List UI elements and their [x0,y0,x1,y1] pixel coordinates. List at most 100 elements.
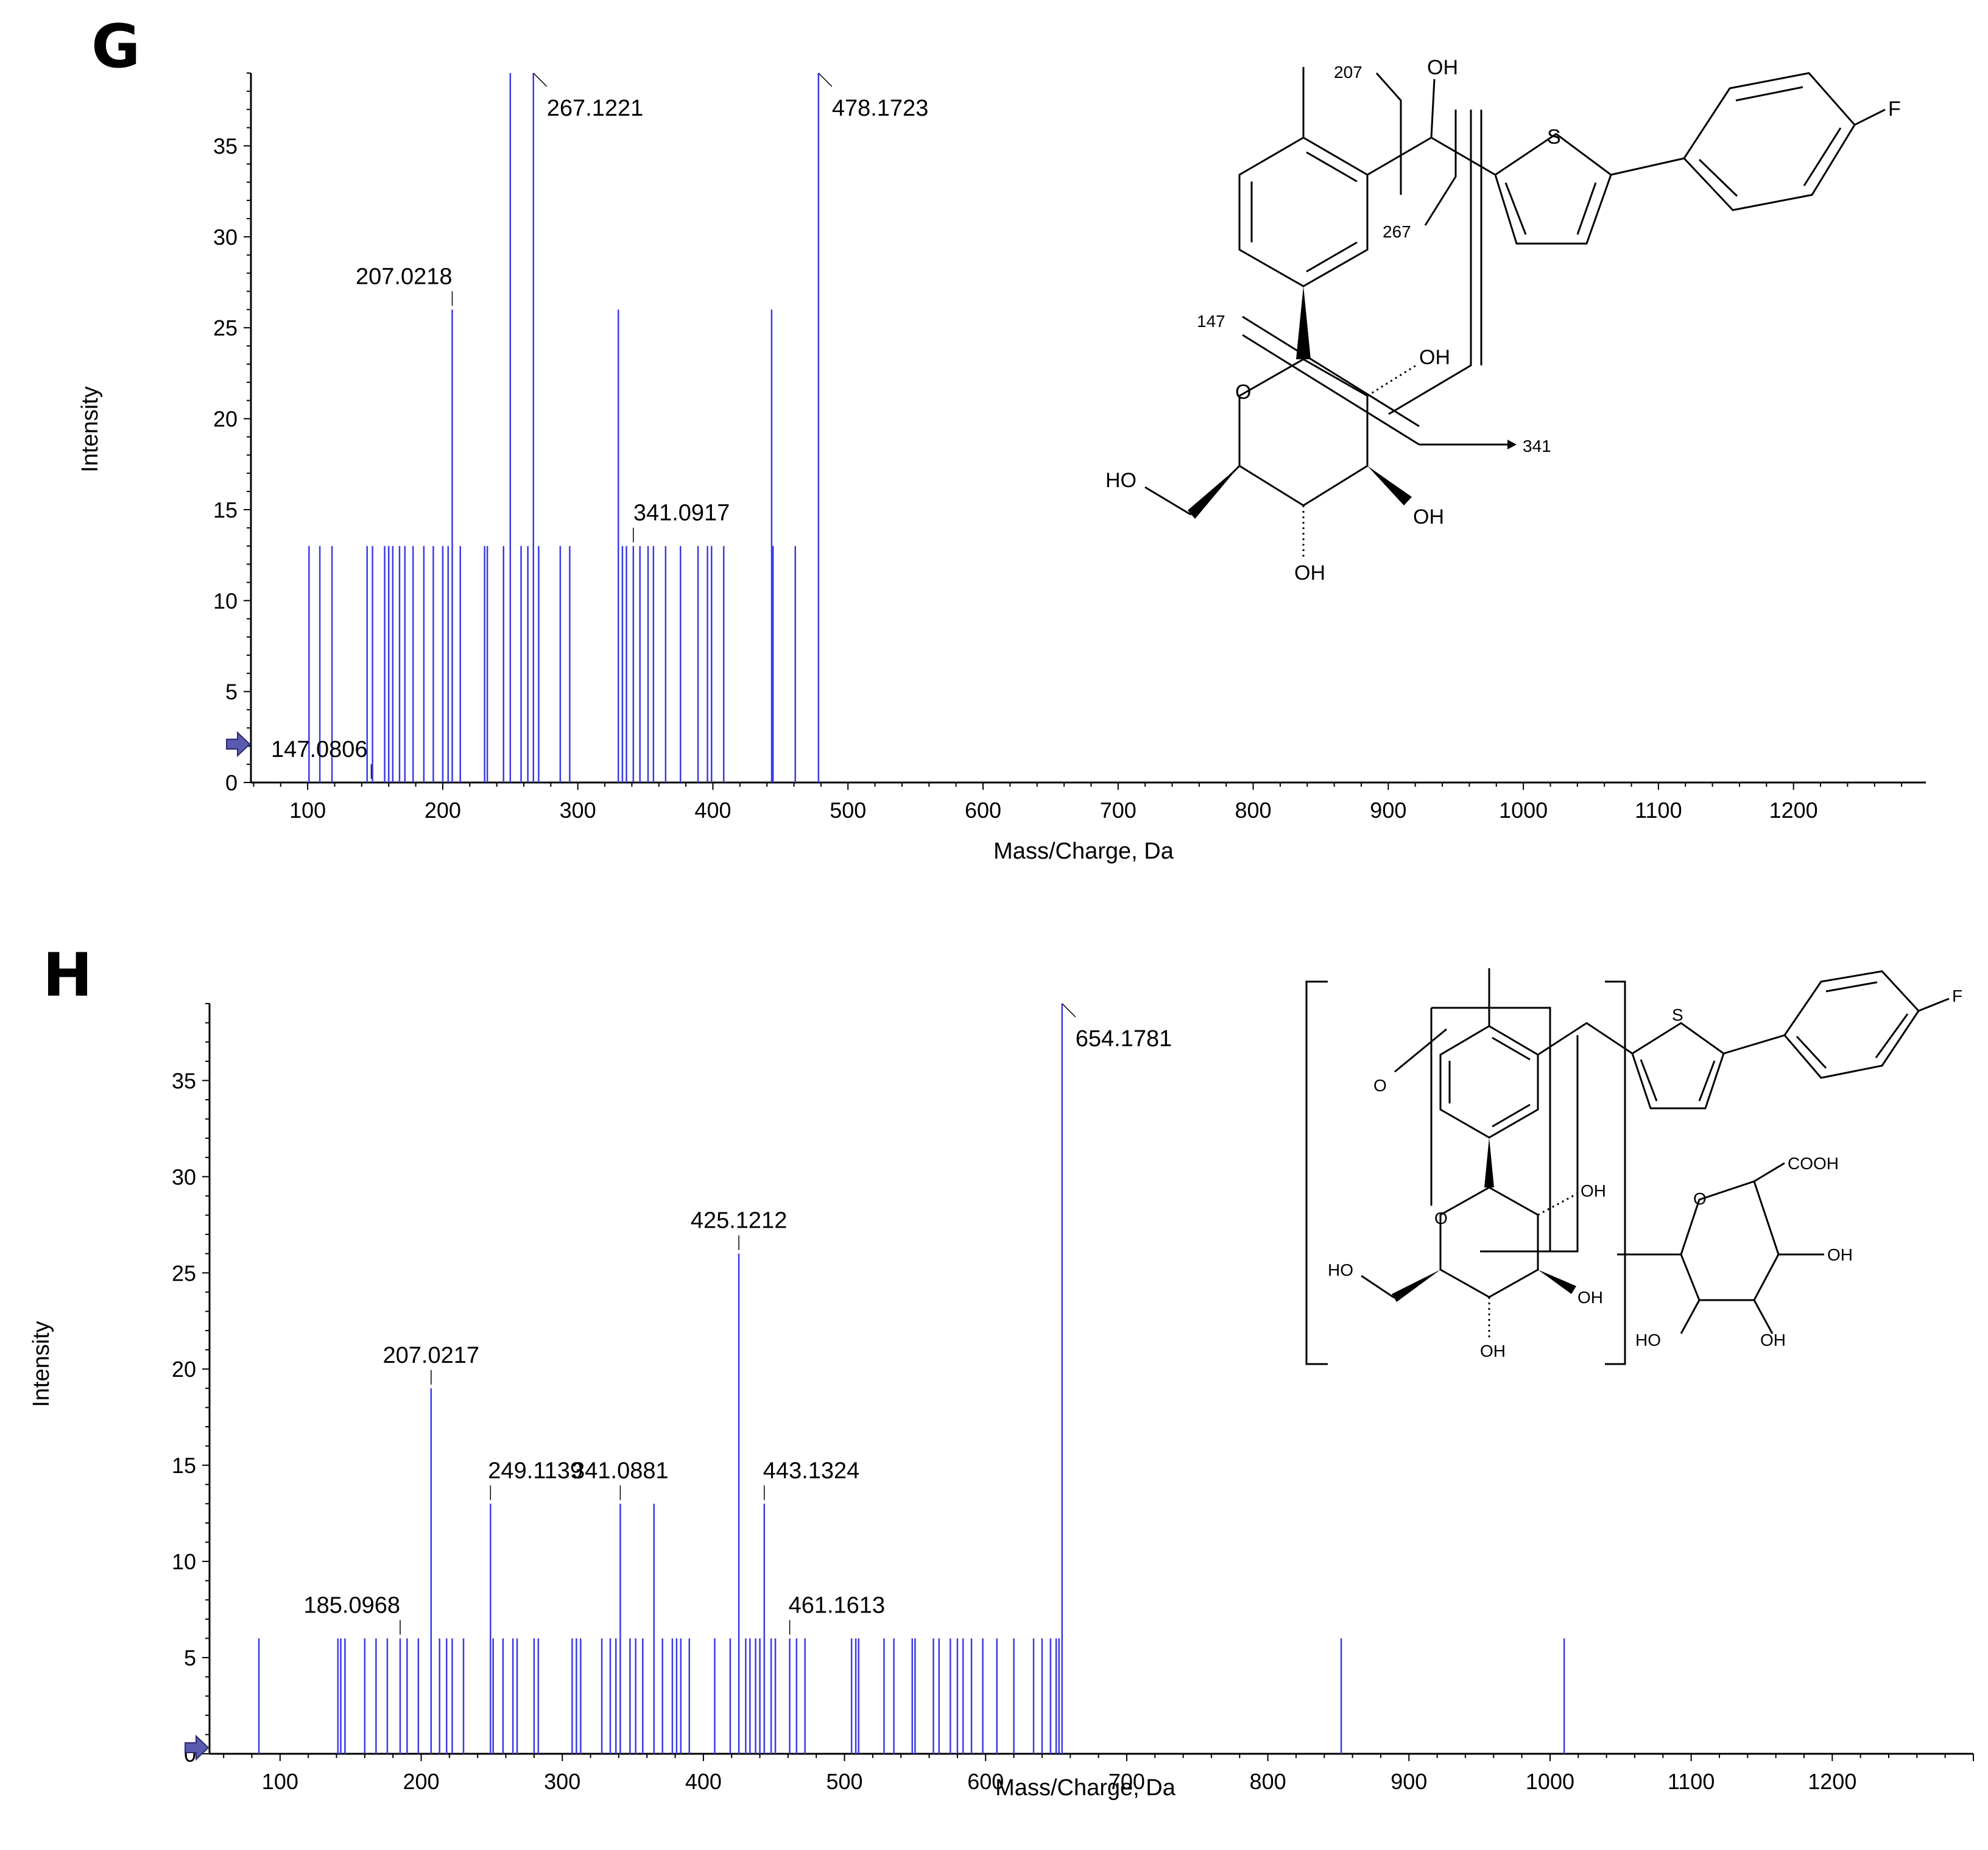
peak-label-leader-g [533,72,548,87]
panel-g: G Intensity Mass/Charge, Da 0 5 10 15 20 25 30… [77,12,1926,864]
peak-label-g: 147.0806 [271,737,368,762]
x-tick-label-g: 900 [1370,798,1406,823]
x-tick-label-h: 200 [403,1769,439,1794]
y-tick-label-h: 10 [172,1549,196,1574]
thiophene-ring-h [1631,1022,1725,1110]
peak-label-h: 207.0217 [383,1343,480,1368]
peak-label-h: 425.1212 [691,1208,788,1234]
y-tick-label-h: 25 [172,1261,196,1286]
label-oh-right-h: OH [1581,1181,1606,1200]
panel-h: H Intensity Mass/Charge, Da 051015202530… [29,941,1974,1801]
thiophene-inner-bonds-h [1640,1059,1716,1102]
fragment-label-267-g: 267 [1383,222,1411,241]
x-tick-label-g: 800 [1235,798,1272,823]
y-tick-label-h: 20 [172,1357,196,1382]
x-tick-label-h: 400 [685,1769,722,1794]
x-tick-label-h: 800 [1250,1769,1286,1794]
label-oh-low-right-g: OH [1413,505,1444,529]
x-tick-label-g: 1200 [1769,798,1818,823]
linker-bonds-h [1537,1022,1633,1056]
y-tick-label-g: 35 [213,133,238,158]
sugar-wedge-1-g [1188,466,1239,519]
sugar-dash-right-h [1537,1192,1578,1216]
sugar-ring-h [1439,1186,1539,1298]
label-ho-glu-bottom-h: HO [1635,1331,1661,1349]
panel-letter-h: H [43,941,93,1010]
x-tick-label-g: 400 [694,798,731,823]
molecule-structure-g: OH S F OH O HO OH OH 207 267 147 341 [1105,56,1901,585]
x-tick-label-h: 1100 [1668,1769,1715,1794]
peak-label-leader-g [818,72,833,87]
label-oh-glu-bottom-h: OH [1760,1331,1786,1349]
precursor-arrow-marker-h [185,1734,210,1761]
label-o-glu-h: O [1693,1189,1707,1208]
fluorophenyl-link-h [1723,1034,1785,1055]
sugar-ho-bond-h [1361,1275,1395,1299]
bracket-right-h [1605,980,1626,1365]
label-oh-bottom-h: OH [1480,1342,1506,1360]
label-oh-glu-right-h: OH [1827,1245,1853,1264]
wedge-bond-h [1484,1138,1494,1187]
y-tick-label-g: 5 [225,680,238,705]
benzene-ring-h [1439,1025,1539,1139]
x-axis-title-h: Mass/Charge, Da [995,1775,1176,1801]
fluorine-bond-h [1918,997,1950,1012]
y-axis-title-g: Intensity [77,386,103,473]
y-tick-label-h: 5 [184,1645,196,1670]
x-tick-label-h: 100 [262,1769,298,1794]
label-oh-right-g: OH [1419,346,1450,369]
peak-label-g: 341.0917 [633,501,730,526]
y-axis-title-h: Intensity [29,1321,54,1407]
x-tick-label-h: 600 [967,1769,1004,1794]
x-tick-label-h: 1200 [1808,1769,1856,1794]
y-tick-label-g: 20 [213,407,238,432]
benzene-inner-bonds-g [1250,151,1358,273]
label-s-h: S [1672,1005,1683,1024]
fragment-line-267-g [1424,110,1457,226]
x-tick-label-g: 600 [965,798,1001,823]
peak-label-g: 267.1221 [547,96,643,121]
y-tick-label-g: 0 [225,770,238,795]
label-o-ring-h: O [1434,1209,1448,1228]
y-tick-label-g: 30 [213,225,238,250]
x-tick-label-h: 300 [544,1769,580,1794]
fluorophenyl-link-g [1610,157,1685,176]
peak-label-h: 249.1139 [488,1458,583,1483]
peak-label-h: 654.1781 [1076,1026,1172,1052]
peak-label-h: 341.0881 [572,1458,669,1483]
label-ho-left-h: HO [1328,1261,1353,1279]
x-tick-label-g: 700 [1100,798,1137,823]
sugar-wedge-2-h [1538,1270,1576,1294]
y-tick-label-g: 10 [213,588,238,613]
x-tick-label-g: 200 [425,798,461,823]
peak-label-h: 443.1324 [763,1458,860,1483]
fragment-arrowhead-341-g [1507,440,1517,449]
fluorophenyl-inner-bonds-g [1698,86,1842,197]
fragment-label-147-g: 147 [1197,312,1225,331]
benzene-ring-g [1238,136,1369,287]
sugar-wedge-1-h [1392,1270,1440,1302]
y-tick-label-h: 15 [172,1453,196,1478]
x-axis-title-g: Mass/Charge, Da [993,839,1174,864]
panel-letter-g: G [91,12,140,82]
label-oh-low-right-h: OH [1577,1288,1603,1307]
peak-label-g: 207.0218 [356,264,453,289]
x-tick-label-h: 700 [1109,1769,1145,1794]
label-cooh-h: COOH [1788,1154,1839,1173]
y-tick-label-g: 15 [213,498,238,522]
x-tick-label-g: 1000 [1499,798,1548,823]
x-tick-label-g: 1100 [1635,798,1682,823]
label-ho-left-g: HO [1105,469,1137,492]
fragment-line-147-g [1242,315,1507,446]
label-oh-top-g: OH [1427,56,1458,79]
y-tick-label-g: 25 [213,315,238,340]
benzene-inner-bonds-h [1448,1036,1531,1128]
sugar-dash-right-g [1367,364,1417,397]
x-tick-label-g: 500 [830,798,866,823]
peak-label-leader-h [1062,1003,1076,1018]
label-s-g: S [1547,125,1561,149]
precursor-arrow-marker-g [226,731,251,758]
label-o-ring-g: O [1235,381,1251,404]
bracket-left-h [1305,980,1328,1365]
